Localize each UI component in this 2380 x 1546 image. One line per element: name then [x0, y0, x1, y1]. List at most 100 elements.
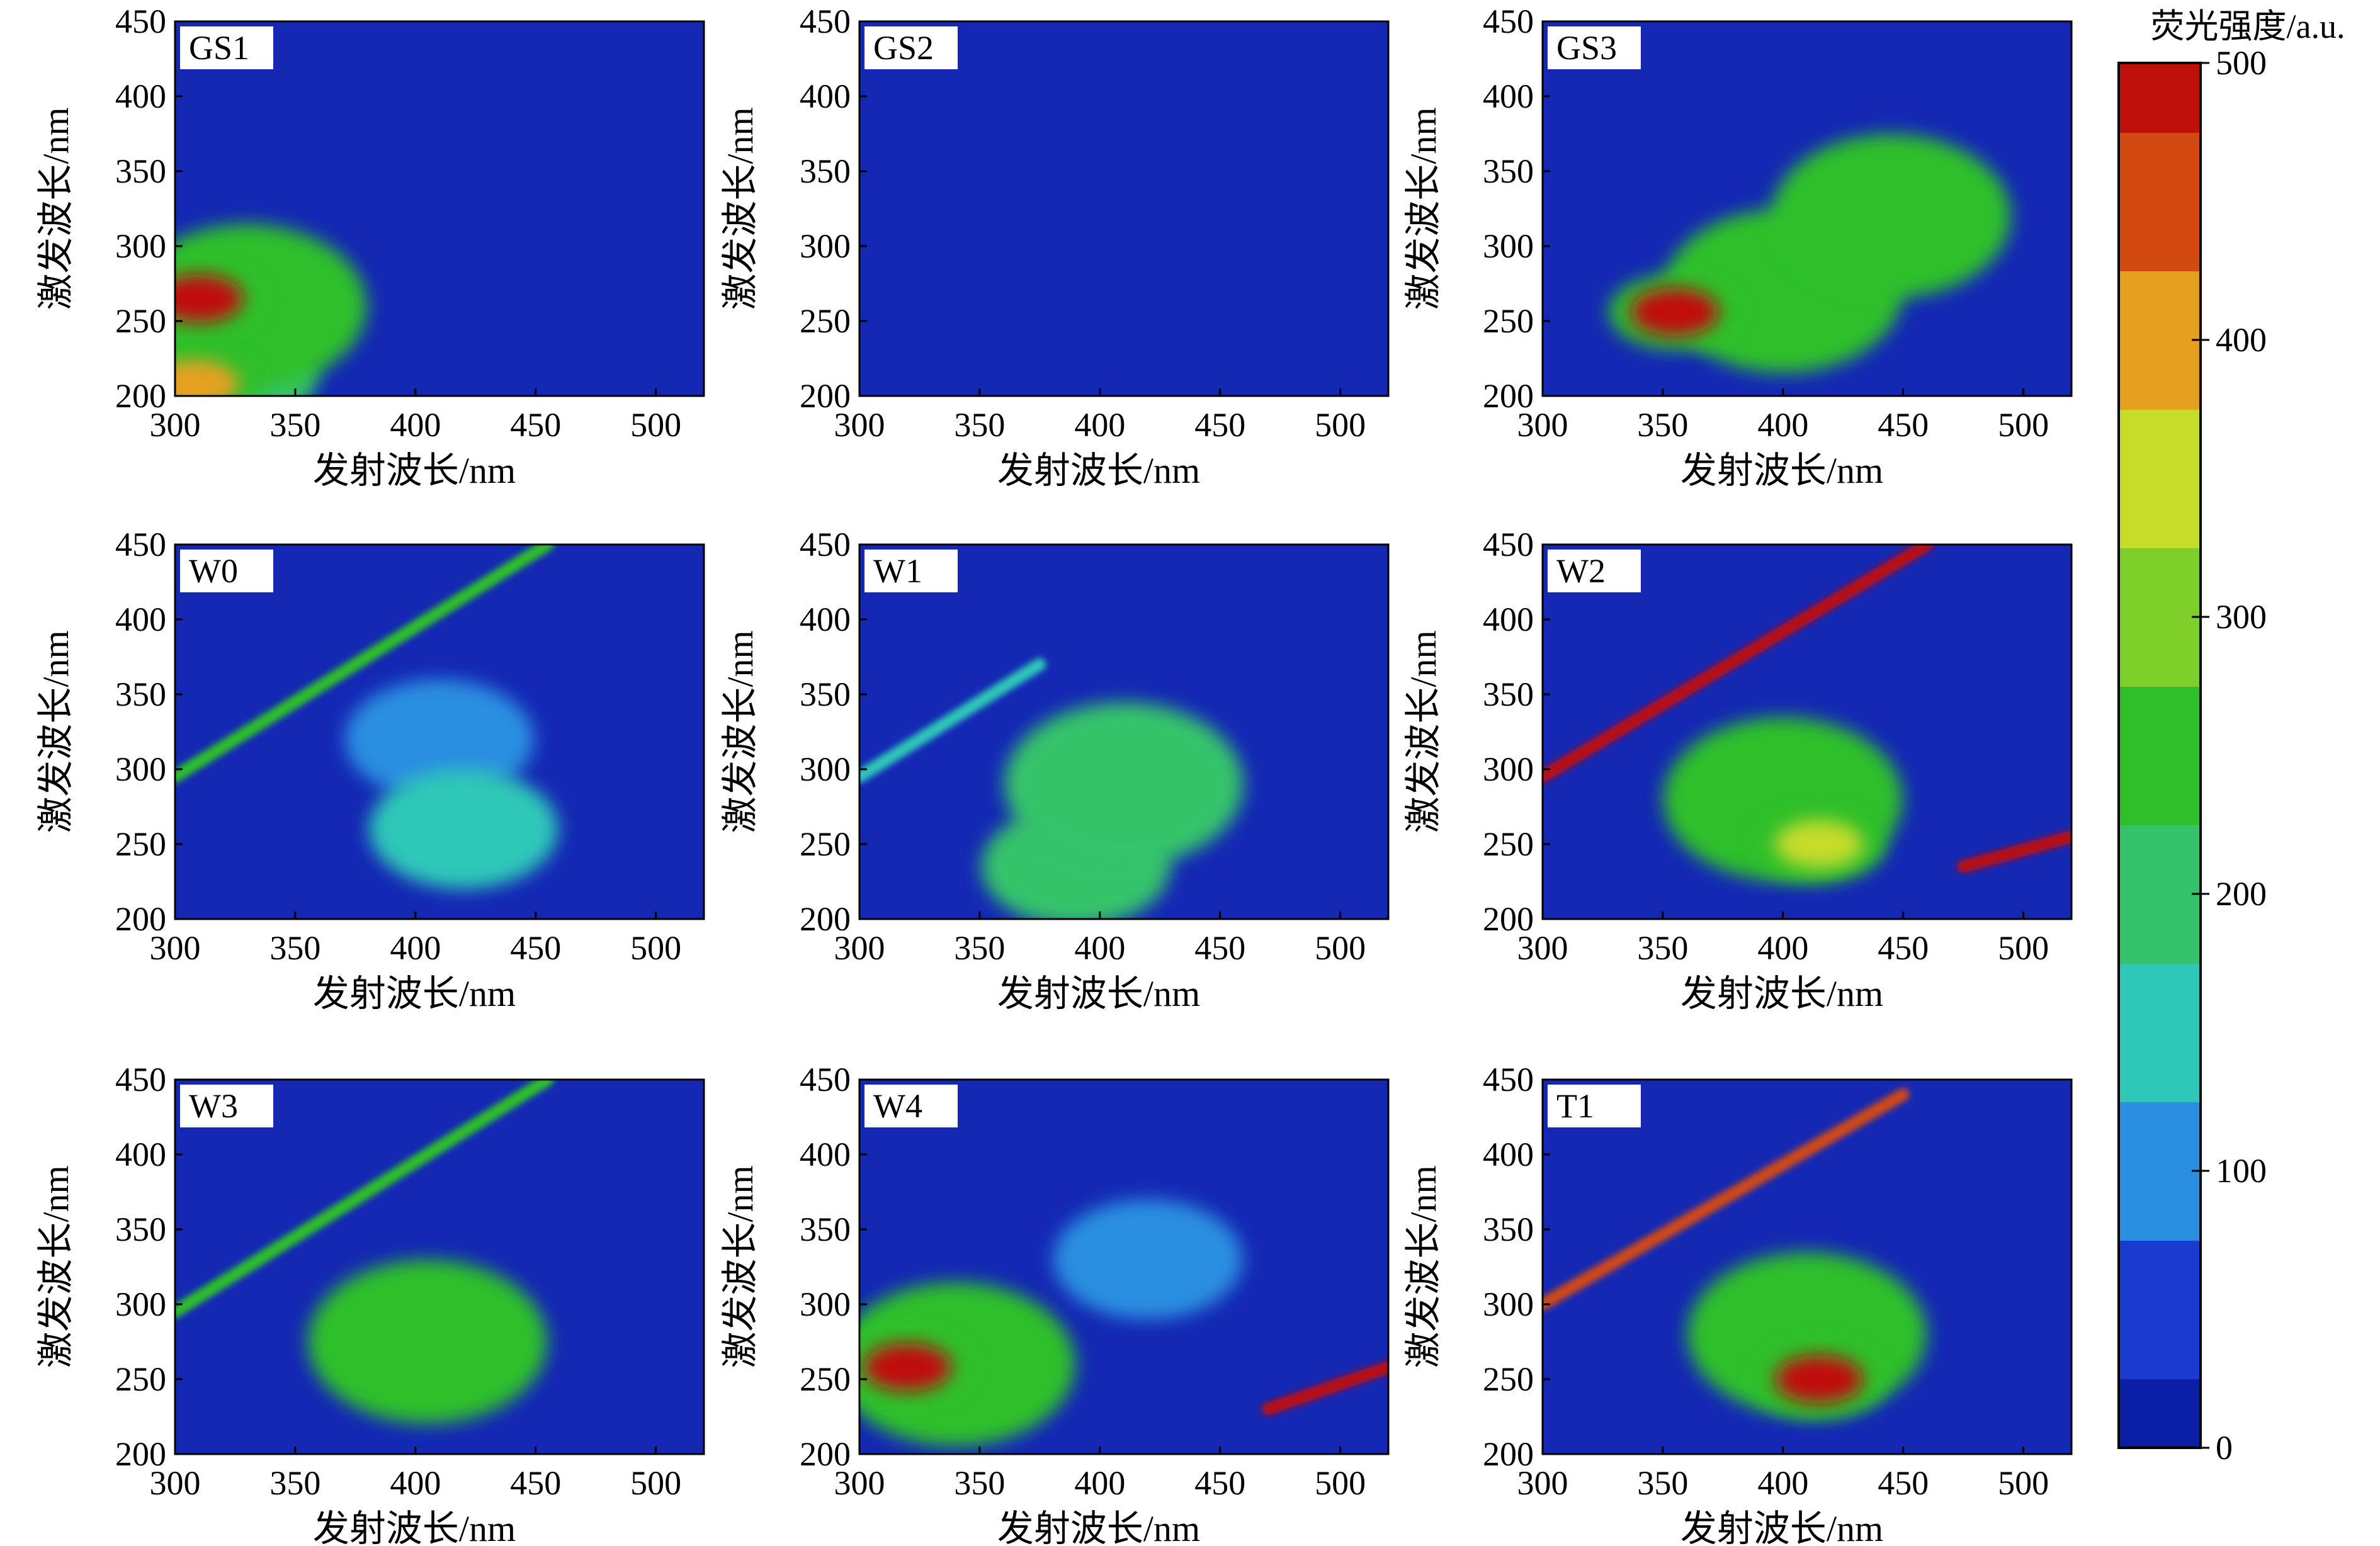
plot-frame — [1541, 543, 2073, 920]
x-tick-label: 500 — [1998, 406, 2049, 444]
scatter-band — [1957, 830, 2071, 873]
scatter-band — [1262, 1360, 1388, 1416]
x-tick-label: 500 — [630, 406, 681, 444]
colorbar-frame — [2117, 62, 2202, 1449]
colorbar-band — [2119, 1067, 2201, 1102]
x-tick-label: 450 — [1194, 1464, 1245, 1502]
y-axis-label: 激发波长/nm — [1403, 107, 1444, 310]
panel-label-text: W2 — [1556, 552, 1606, 590]
plot-frame — [174, 20, 705, 397]
panel-label-text: GS1 — [189, 29, 249, 67]
y-axis-label: 激发波长/nm — [720, 107, 761, 310]
colorbar-band — [2119, 63, 2201, 98]
colorbar-band — [2119, 652, 2201, 687]
panel-w0: W0 300 350 400 450 500 200 250 300 350 400 450 发射波长/… — [35, 526, 705, 1014]
y-tick-label: 250 — [115, 1360, 166, 1398]
x-tick-label: 300 — [834, 1464, 885, 1502]
colorbar-band — [2119, 928, 2201, 964]
x-tick-label: 500 — [1315, 929, 1366, 967]
x-axis-label: 发射波长/nm — [997, 450, 1200, 491]
x-tick-label: 400 — [1074, 406, 1125, 444]
y-tick-label: 350 — [800, 152, 851, 190]
y-tick-label: 400 — [115, 1136, 166, 1173]
colorbar-band — [2119, 825, 2201, 860]
contour-features — [859, 658, 1244, 919]
y-tick-label: 200 — [115, 1435, 166, 1473]
y-tick-label: 400 — [1483, 1136, 1534, 1173]
colorbar-band — [2119, 1136, 2201, 1171]
panel-gs2: GS2 300 350 400 450 500 200 250 300 350 400 450 发射波长… — [720, 3, 1390, 491]
contour-peak — [1775, 1355, 1864, 1403]
x-tick-label: 400 — [1074, 1464, 1125, 1502]
x-tick-label: 350 — [954, 406, 1005, 444]
colorbar-tick-label: 100 — [2216, 1152, 2267, 1190]
panel-label: W2 — [1548, 550, 1641, 592]
colorbar-band — [2119, 998, 2201, 1033]
y-tick-label: 300 — [1483, 227, 1534, 265]
y-tick-label: 450 — [800, 3, 851, 40]
contour-region — [345, 679, 534, 799]
x-tick-label: 350 — [269, 1464, 320, 1502]
x-tick-label: 500 — [1315, 1464, 1366, 1502]
panel-label: GS2 — [864, 26, 958, 69]
x-tick-label: 350 — [954, 1464, 1005, 1502]
colorbar-band — [2119, 1205, 2201, 1241]
colorbar-band — [2119, 1171, 2201, 1206]
scatter-band — [175, 1080, 554, 1318]
x-tick-label: 350 — [269, 929, 320, 967]
colorbar-band — [2119, 167, 2201, 202]
scatter-band — [859, 658, 1046, 783]
y-tick-label: 300 — [1483, 750, 1534, 788]
contour-features — [175, 224, 367, 396]
y-tick-label: 350 — [800, 1210, 851, 1248]
colorbar-band — [2119, 409, 2201, 444]
y-tick-label: 250 — [800, 825, 851, 863]
panel-label-text: T1 — [1556, 1087, 1594, 1125]
y-tick-label: 300 — [115, 227, 166, 265]
x-axis-label: 发射波长/nm — [1680, 1508, 1883, 1546]
x-tick-label: 300 — [1517, 1464, 1568, 1502]
colorbar-tick-label: 300 — [2216, 598, 2267, 636]
x-tick-label: 400 — [390, 929, 441, 967]
panel-w2: W2 300 350 400 450 500 200 250 300 350 400 450 发射波长/… — [1403, 526, 2073, 1014]
y-tick-label: 400 — [800, 601, 851, 638]
y-tick-label: 200 — [800, 900, 851, 938]
x-tick-label: 450 — [1878, 406, 1929, 444]
plot-frame — [174, 1078, 705, 1455]
x-tick-label: 300 — [150, 406, 201, 444]
y-tick-label: 250 — [1483, 302, 1534, 340]
x-tick-label: 350 — [269, 406, 320, 444]
panel-label-text: W0 — [189, 552, 238, 590]
y-tick-label: 350 — [115, 1210, 166, 1248]
colorbar-band — [2119, 755, 2201, 791]
y-tick-label: 450 — [115, 3, 166, 40]
y-tick-label: 400 — [1483, 601, 1534, 638]
colorbar-band — [2119, 790, 2201, 825]
x-tick-label: 300 — [150, 929, 201, 967]
y-tick-label: 400 — [800, 77, 851, 115]
y-tick-label: 250 — [800, 1360, 851, 1398]
colorbar-band — [2119, 513, 2201, 548]
contour-features — [1609, 134, 2011, 373]
y-axis-label: 激发波长/nm — [720, 630, 761, 833]
y-tick-label: 250 — [115, 302, 166, 340]
y-tick-label: 350 — [1483, 1210, 1534, 1248]
plot-frame — [858, 1078, 1390, 1455]
y-tick-label: 350 — [115, 152, 166, 190]
y-axis-label: 激发波长/nm — [35, 107, 76, 310]
y-tick-label: 450 — [115, 1061, 166, 1098]
panel-gs1: GS1 300 350 400 450 500 200 250 300 350 400 450 发射波长… — [35, 3, 705, 491]
x-axis-label: 发射波长/nm — [1680, 973, 1883, 1014]
y-axis-label: 激发波长/nm — [35, 1165, 76, 1368]
y-tick-label: 450 — [1483, 526, 1534, 563]
colorbar-band — [2119, 375, 2201, 410]
contour-features — [175, 1080, 554, 1424]
plot-frame — [174, 543, 705, 920]
colorbar-band — [2119, 201, 2201, 237]
y-tick-label: 400 — [115, 601, 166, 638]
x-tick-label: 400 — [390, 406, 441, 444]
panel-w1: W1 300 350 400 450 500 200 250 300 350 400 450 发射波长/… — [720, 526, 1390, 1014]
contour-peak — [175, 274, 244, 323]
